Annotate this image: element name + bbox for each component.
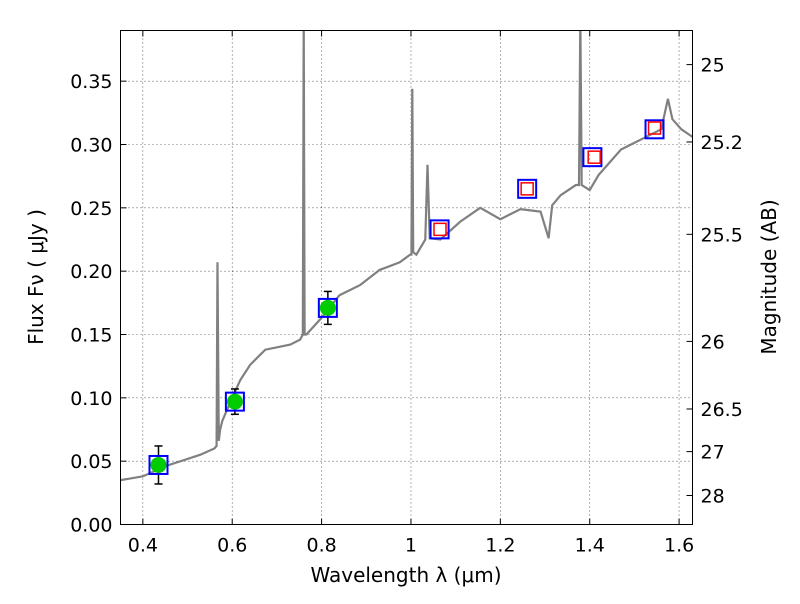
x-tick-label: 1.6 xyxy=(664,535,694,557)
model-blue-square xyxy=(224,391,245,412)
model-blue-square xyxy=(429,219,450,240)
x-tick-label: 1.4 xyxy=(575,535,605,557)
photometry-point xyxy=(319,299,336,316)
grid xyxy=(120,30,693,525)
x-tick-label: 1.2 xyxy=(485,535,515,557)
x-tick-label: 1 xyxy=(405,535,417,557)
y-axis-label: Flux Fν ( μJy ) xyxy=(24,209,48,345)
model-red-square xyxy=(587,150,601,164)
y2-tick-label: 26 xyxy=(701,331,725,353)
y2-axis-label: Magnitude (AB) xyxy=(757,199,781,354)
x-tick-label: 0.8 xyxy=(306,535,336,557)
model-red-square xyxy=(647,121,662,135)
y-tick-label: 0.00 xyxy=(70,515,112,537)
y-tick-label: 0.25 xyxy=(70,198,112,220)
ticks: 0.4 0.6 0.8 1 1.2 1.4 1.6 0.00 0.05 0.10 0.15 0.20 0… xyxy=(70,30,743,557)
y2-tick-label: 25 xyxy=(701,55,725,77)
y2-tick-label: 25.2 xyxy=(701,132,743,154)
y2-tick-label: 25.5 xyxy=(701,224,743,246)
model-blue-square xyxy=(517,178,538,199)
y-tick-label: 0.05 xyxy=(70,451,112,473)
y2-tick-label: 28 xyxy=(701,485,725,507)
x-axis-label: Wavelength λ (μm) xyxy=(310,563,501,587)
y-tick-label: 0.10 xyxy=(70,388,112,410)
series-group xyxy=(120,30,693,485)
y-tick-label: 0.15 xyxy=(70,325,112,347)
plot-area xyxy=(120,30,693,485)
y-tick-label: 0.35 xyxy=(70,71,112,93)
photometry-point xyxy=(150,456,167,473)
model-red-square xyxy=(433,222,447,237)
y-tick-label: 0.30 xyxy=(70,135,112,157)
model-blue-square xyxy=(644,119,665,140)
plot-frame xyxy=(120,30,693,525)
y2-tick-label: 27 xyxy=(701,442,725,464)
y-tick-label: 0.20 xyxy=(70,261,112,283)
y2-tick-label: 26.5 xyxy=(701,399,743,421)
model-blue-square xyxy=(148,454,169,475)
spectrum-line xyxy=(120,30,693,482)
x-tick-label: 0.4 xyxy=(128,535,158,557)
photometry-point xyxy=(226,393,243,410)
model-blue-square xyxy=(317,297,338,318)
model-red-square xyxy=(520,182,534,196)
model-blue-square xyxy=(582,147,603,168)
x-tick-label: 0.6 xyxy=(217,535,247,557)
